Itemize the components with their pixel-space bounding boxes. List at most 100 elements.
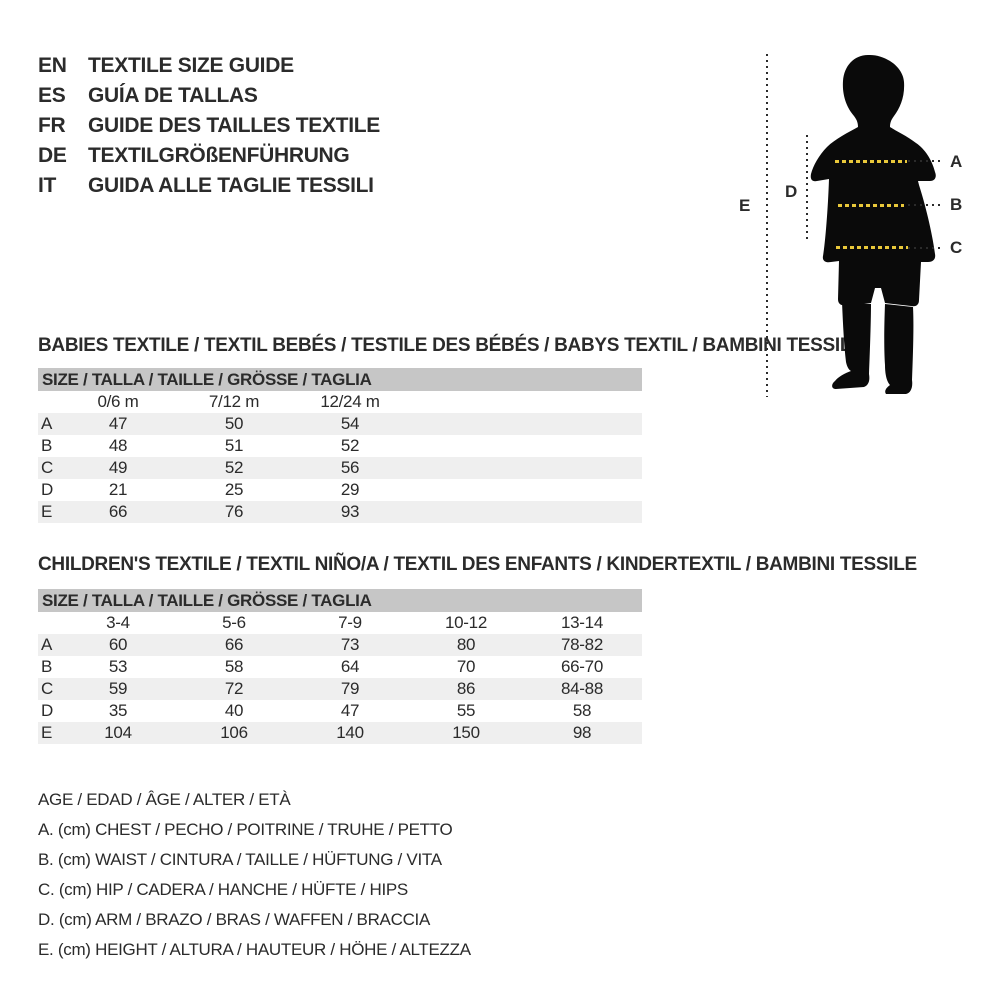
babies-column-header-row: 0/6 m 7/12 m 12/24 m bbox=[38, 391, 642, 413]
cell-value: 59 bbox=[108, 679, 128, 698]
table-row: C 59 72 79 86 84-88 bbox=[38, 678, 642, 700]
row-label: A bbox=[41, 635, 53, 654]
cell-value: 73 bbox=[340, 635, 360, 654]
row-label: D bbox=[41, 480, 53, 499]
cell-value: 79 bbox=[340, 679, 360, 698]
language-code: DE bbox=[38, 144, 67, 167]
babies-size-header-bar: SIZE / TALLA / TAILLE / GRÖSSE / TAGLIA bbox=[38, 368, 642, 391]
cell-value: 66 bbox=[108, 502, 128, 521]
cell-value: 93 bbox=[340, 502, 360, 521]
legend-chest: A. (cm) CHEST / PECHO / POITRINE / TRUHE… bbox=[38, 820, 453, 839]
cell-value: 55 bbox=[456, 701, 476, 720]
chest-dash-overlay bbox=[835, 160, 907, 163]
column-header: 13-14 bbox=[561, 613, 603, 632]
cell-value: 52 bbox=[224, 458, 244, 477]
measure-label-e: E bbox=[739, 196, 751, 215]
cell-value: 29 bbox=[340, 480, 360, 499]
table-row: C 49 52 56 bbox=[38, 457, 642, 479]
title-row-fr: FR GUIDE DES TAILLES TEXTILE bbox=[38, 111, 380, 141]
column-header: 7-9 bbox=[338, 613, 362, 632]
cell-value: 53 bbox=[108, 657, 128, 676]
measure-label-a: A bbox=[950, 152, 962, 171]
silhouette-body bbox=[810, 54, 936, 307]
measure-label-d: D bbox=[785, 182, 797, 201]
column-header: 12/24 m bbox=[320, 392, 380, 411]
arm-measure-line bbox=[806, 135, 808, 243]
waist-measure-line bbox=[908, 204, 944, 206]
cell-value: 78-82 bbox=[561, 635, 603, 654]
column-header: 0/6 m bbox=[97, 392, 139, 411]
guide-title: GUÍA DE TALLAS bbox=[88, 84, 258, 107]
babies-size-table: SIZE / TALLA / TAILLE / GRÖSSE / TAGLIA … bbox=[38, 368, 642, 523]
table-row: B 48 51 52 bbox=[38, 435, 642, 457]
guide-title: GUIDA ALLE TAGLIE TESSILI bbox=[88, 174, 374, 197]
cell-value: 35 bbox=[108, 701, 128, 720]
chest-measure-line bbox=[908, 160, 944, 162]
hip-measure-line bbox=[908, 247, 944, 249]
table-row: B 53 58 64 70 66-70 bbox=[38, 656, 642, 678]
cell-value: 52 bbox=[340, 436, 360, 455]
cell-value: 76 bbox=[224, 502, 244, 521]
cell-value: 56 bbox=[340, 458, 360, 477]
cell-value: 58 bbox=[572, 701, 592, 720]
table-row: D 35 40 47 55 58 bbox=[38, 700, 642, 722]
silhouette-right-leg bbox=[884, 304, 914, 394]
column-header: 5-6 bbox=[222, 613, 246, 632]
legend-waist: B. (cm) WAIST / CINTURA / TAILLE / HÜFTU… bbox=[38, 850, 442, 869]
cell-value: 25 bbox=[224, 480, 244, 499]
cell-value: 86 bbox=[456, 679, 476, 698]
measure-label-c: C bbox=[950, 238, 962, 257]
legend-age: AGE / EDAD / ÂGE / ALTER / ETÀ bbox=[38, 790, 291, 809]
language-code: FR bbox=[38, 114, 66, 137]
cell-value: 84-88 bbox=[561, 679, 603, 698]
row-label: A bbox=[41, 414, 53, 433]
cell-value: 50 bbox=[224, 414, 244, 433]
row-label: C bbox=[41, 679, 53, 698]
column-header: 3-4 bbox=[106, 613, 130, 632]
cell-value: 104 bbox=[104, 723, 132, 742]
table-row: A 60 66 73 80 78-82 bbox=[38, 634, 642, 656]
legend-hip: C. (cm) HIP / CADERA / HANCHE / HÜFTE / … bbox=[38, 880, 408, 899]
measure-label-b: B bbox=[950, 195, 962, 214]
silhouette-left-leg bbox=[832, 302, 871, 389]
row-label: E bbox=[41, 502, 53, 521]
cell-value: 66 bbox=[224, 635, 244, 654]
language-title-block: EN TEXTILE SIZE GUIDE ES GUÍA DE TALLAS … bbox=[38, 51, 380, 201]
children-section-heading: CHILDREN'S TEXTILE / TEXTIL NIÑO/A / TEX… bbox=[38, 554, 917, 575]
row-label: D bbox=[41, 701, 53, 720]
cell-value: 72 bbox=[224, 679, 244, 698]
cell-value: 51 bbox=[224, 436, 244, 455]
cell-value: 54 bbox=[340, 414, 360, 433]
cell-value: 80 bbox=[456, 635, 476, 654]
language-code: ES bbox=[38, 84, 66, 107]
column-header: 7/12 m bbox=[208, 392, 260, 411]
measurement-legend: AGE / EDAD / ÂGE / ALTER / ETÀ A. (cm) C… bbox=[38, 785, 471, 965]
cell-value: 49 bbox=[108, 458, 128, 477]
guide-title: TEXTILGRÖßENFÜHRUNG bbox=[88, 144, 350, 167]
cell-value: 58 bbox=[224, 657, 244, 676]
cell-value: 70 bbox=[456, 657, 476, 676]
cell-value: 66-70 bbox=[561, 657, 603, 676]
title-row-en: EN TEXTILE SIZE GUIDE bbox=[38, 51, 380, 81]
babies-section-heading: BABIES TEXTILE / TEXTIL BEBÉS / TESTILE … bbox=[38, 335, 864, 356]
children-size-header-bar: SIZE / TALLA / TAILLE / GRÖSSE / TAGLIA bbox=[38, 589, 642, 612]
legend-arm: D. (cm) ARM / BRAZO / BRAS / WAFFEN / BR… bbox=[38, 910, 431, 929]
hip-dash-overlay bbox=[836, 246, 908, 249]
table-row: E 104 106 140 150 98 bbox=[38, 722, 642, 744]
row-label: E bbox=[41, 723, 53, 742]
language-code: IT bbox=[38, 174, 57, 197]
guide-title: GUIDE DES TAILLES TEXTILE bbox=[88, 114, 380, 137]
language-code: EN bbox=[38, 54, 67, 77]
cell-value: 40 bbox=[224, 701, 244, 720]
guide-title: TEXTILE SIZE GUIDE bbox=[88, 54, 294, 77]
title-row-es: ES GUÍA DE TALLAS bbox=[38, 81, 380, 111]
children-column-header-row: 3-4 5-6 7-9 10-12 13-14 bbox=[38, 612, 642, 634]
table-row: A 47 50 54 bbox=[38, 413, 642, 435]
cell-value: 98 bbox=[572, 723, 592, 742]
cell-value: 64 bbox=[340, 657, 360, 676]
child-silhouette-image bbox=[810, 54, 936, 394]
column-header: 10-12 bbox=[445, 613, 487, 632]
legend-height: E. (cm) HEIGHT / ALTURA / HAUTEUR / HÖHE… bbox=[38, 940, 471, 959]
children-size-table: SIZE / TALLA / TAILLE / GRÖSSE / TAGLIA … bbox=[38, 589, 642, 744]
